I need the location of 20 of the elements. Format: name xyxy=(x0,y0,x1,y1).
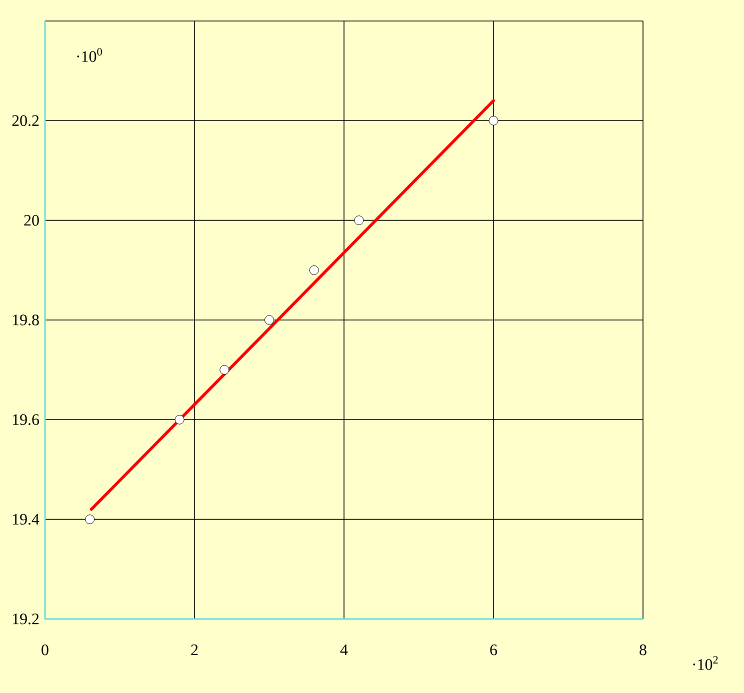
y-tick-label: 19.4 xyxy=(13,514,40,525)
point xyxy=(85,514,95,524)
y-tick-label: 19.6 xyxy=(13,414,40,426)
x-tick-label: 6 xyxy=(490,644,498,656)
point xyxy=(488,116,498,126)
point xyxy=(174,414,184,424)
y-tick-label: 19.2 xyxy=(13,614,39,624)
x-tick-label: 2 xyxy=(191,644,198,656)
y-tick-label: 19.8 xyxy=(13,314,39,326)
point xyxy=(220,365,230,375)
y-tick-label: 20 xyxy=(24,214,39,226)
y-tick-label: 20.2 xyxy=(12,115,39,126)
x-tick-label: 4 xyxy=(340,644,348,655)
point xyxy=(264,315,274,325)
text: ·10$^{2}$ xyxy=(693,656,718,670)
x-tick-label: 0 xyxy=(42,644,48,656)
point xyxy=(354,216,364,226)
annotation: ·10$^{0}$ xyxy=(77,48,102,62)
x-tick-label: 8 xyxy=(640,644,646,656)
point xyxy=(309,265,319,275)
